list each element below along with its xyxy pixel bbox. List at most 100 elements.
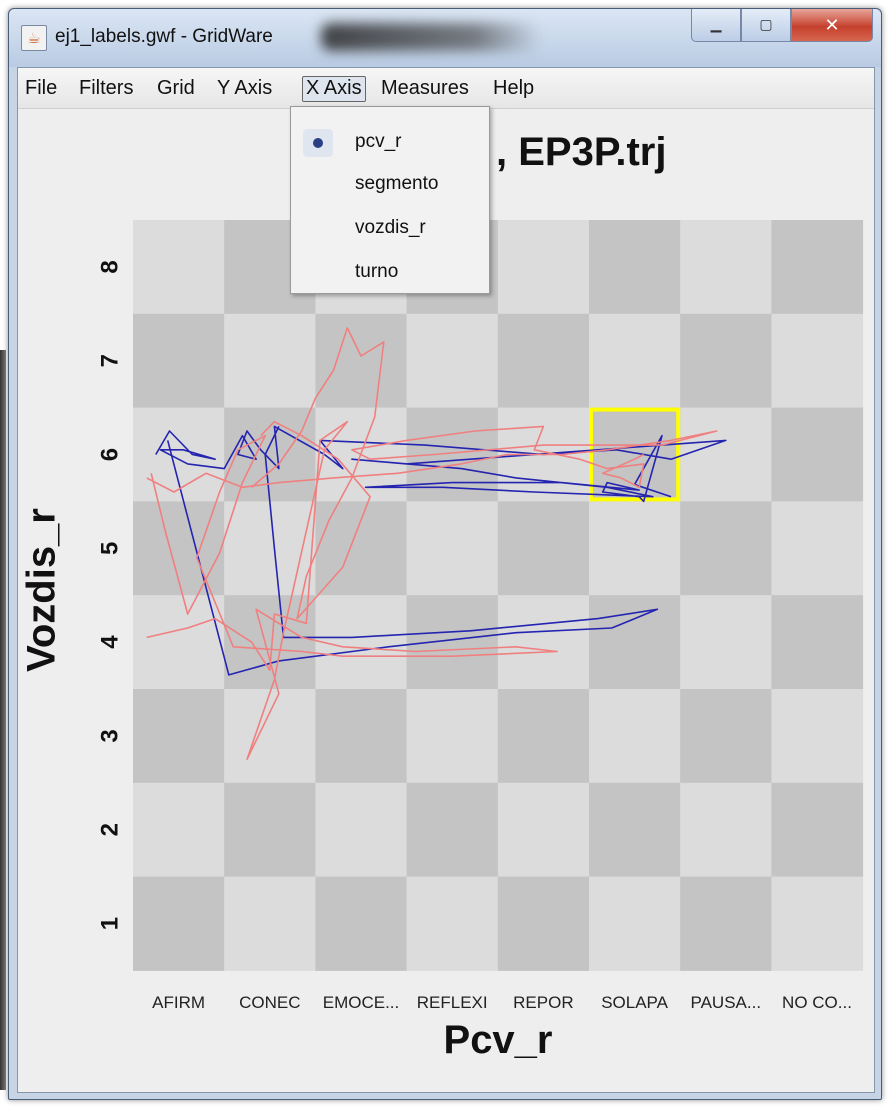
grid-cell — [315, 782, 408, 878]
menu-help[interactable]: Help — [493, 77, 535, 99]
grid-cell — [497, 782, 590, 878]
grid-cell — [133, 407, 225, 502]
grid-cell — [224, 876, 316, 971]
y-tick-label: 8 — [97, 260, 124, 273]
grid-cell — [133, 782, 225, 878]
grid-cell — [589, 689, 681, 784]
window-shadow — [0, 350, 6, 1090]
grid-cell — [133, 595, 225, 690]
grid-cell — [406, 595, 499, 690]
menu-file[interactable]: File — [25, 77, 58, 99]
trajectory-line-0 — [155, 425, 727, 503]
window-controls: ▁ ▢ ✕ — [691, 9, 873, 43]
menu-grid[interactable]: Grid — [157, 77, 195, 99]
grid-cell — [224, 313, 316, 409]
grid-cell — [497, 595, 590, 690]
x-tick-label: AFIRM — [152, 993, 205, 1012]
grid-cell — [497, 501, 590, 596]
option-label: vozdis_r — [355, 217, 426, 238]
grid-cell — [680, 595, 772, 690]
option-label: turno — [355, 261, 399, 282]
grid-cell — [133, 689, 225, 784]
grid-cell — [589, 876, 681, 971]
x-axis-option-vozdis-r[interactable]: vozdis_r — [291, 207, 489, 249]
x-axis-option-pcv-r[interactable]: pcv_r — [291, 121, 489, 163]
grid-cell — [680, 689, 772, 784]
y-tick-label: 4 — [97, 635, 124, 649]
redacted-region — [321, 23, 541, 51]
menu-measures[interactable]: Measures — [381, 77, 469, 99]
close-icon[interactable]: ✕ — [791, 9, 873, 42]
x-tick-label: SOLAPA — [601, 993, 668, 1012]
title-bar[interactable]: ☕ ej1_labels.gwf - GridWare ▁ ▢ ✕ — [9, 9, 881, 67]
x-tick-label: CONEC — [239, 993, 300, 1012]
x-axis-dropdown: pcv_r segmento vozdis_r turno — [290, 106, 490, 294]
grid-cell — [497, 313, 590, 409]
menu-y-axis[interactable]: Y Axis — [217, 77, 273, 99]
grid-cell — [680, 782, 772, 878]
minimize-icon[interactable]: ▁ — [691, 9, 741, 42]
grid-cell — [771, 501, 864, 596]
y-tick-label: 1 — [97, 917, 124, 930]
y-tick-label: 6 — [97, 448, 124, 461]
menu-bar: File Filters Grid Y Axis X Axis Measures… — [18, 68, 874, 109]
grid-cell — [315, 689, 408, 784]
grid-cell — [589, 407, 681, 502]
menu-filters[interactable]: Filters — [79, 77, 134, 99]
selected-radio-icon — [303, 129, 333, 157]
trajectory-line-2 — [146, 425, 718, 493]
y-tick-label: 7 — [97, 354, 124, 367]
grid-cell — [589, 313, 681, 409]
x-tick-label: REPOR — [513, 993, 573, 1012]
x-tick-label: EMOCE... — [323, 993, 400, 1012]
grid-cell — [406, 689, 499, 784]
trajectory-line-1 — [166, 426, 659, 676]
grid-cell — [497, 689, 590, 784]
grid-cell — [771, 313, 864, 409]
grid-cell — [771, 220, 864, 315]
grid-cell — [680, 313, 772, 409]
y-tick-label: 5 — [97, 542, 124, 555]
trajectory-line-3 — [146, 420, 558, 761]
grid-cell — [406, 501, 499, 596]
grid-cell — [224, 595, 316, 690]
grid-cell — [680, 876, 772, 971]
grid-cell — [406, 876, 499, 971]
chart-title: , EP3P.trj — [496, 130, 667, 174]
grid-cell — [224, 501, 316, 596]
grid-cell — [406, 782, 499, 878]
grid-cell — [224, 782, 316, 878]
window-title: ej1_labels.gwf - GridWare — [55, 26, 273, 47]
grid-cell — [589, 782, 681, 878]
x-axis-title: Pcv_r — [443, 1018, 553, 1062]
y-tick-label: 2 — [97, 823, 124, 836]
grid-cell — [680, 407, 772, 502]
x-tick-label: NO CO... — [782, 993, 852, 1012]
grid-cell — [589, 501, 681, 596]
grid-cell — [589, 220, 681, 315]
grid-cell — [771, 782, 864, 878]
grid-cell — [497, 220, 590, 315]
option-label: segmento — [355, 173, 439, 194]
y-axis-title: Vozdis_r — [19, 508, 64, 672]
grid-cell — [680, 501, 772, 596]
java-icon[interactable]: ☕ — [21, 25, 47, 51]
x-axis-option-segmento[interactable]: segmento — [291, 163, 489, 205]
grid-cell — [133, 220, 225, 315]
maximize-icon[interactable]: ▢ — [741, 9, 791, 42]
option-label: pcv_r — [355, 131, 402, 152]
grid-cell — [771, 876, 864, 971]
grid-cell — [771, 407, 864, 502]
grid-cell — [680, 220, 772, 315]
trajectory-line-4 — [251, 327, 385, 620]
grid-cell — [224, 689, 316, 784]
menu-x-axis[interactable]: X Axis — [302, 76, 366, 102]
x-tick-label: REFLEXI — [417, 993, 488, 1012]
grid-cell — [589, 595, 681, 690]
grid-cell — [771, 595, 864, 690]
highlight-cell[interactable] — [589, 407, 681, 502]
grid-cell — [771, 689, 864, 784]
grid-cell — [133, 313, 225, 409]
x-axis-option-turno[interactable]: turno — [291, 251, 489, 293]
